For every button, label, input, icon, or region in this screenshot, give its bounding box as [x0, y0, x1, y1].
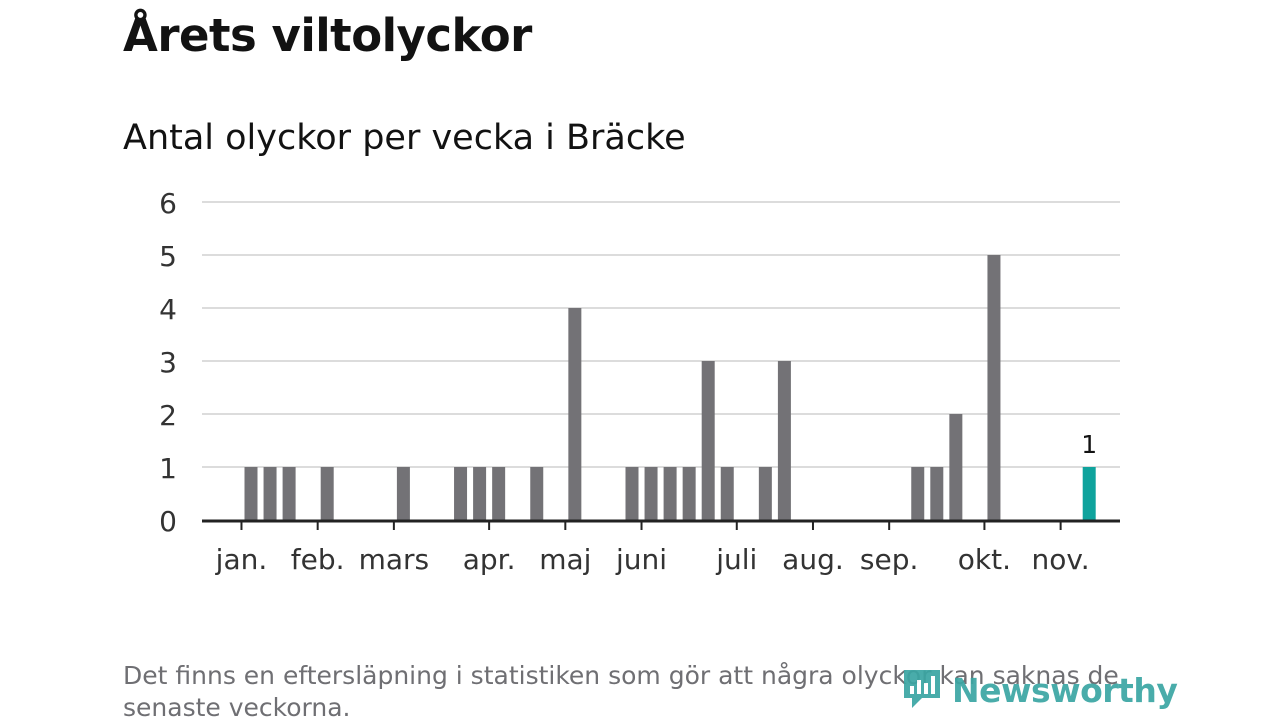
- bar: [568, 308, 582, 520]
- x-tick-label: nov.: [1032, 543, 1090, 576]
- x-tick-label: mars: [359, 543, 430, 576]
- y-tick-label: 5: [159, 240, 177, 273]
- bar: [777, 361, 791, 520]
- x-tick-label: sep.: [860, 543, 919, 576]
- bar: [949, 414, 963, 520]
- bar: [263, 467, 277, 520]
- chart-subtitle: Antal olyckor per vecka i Bräcke: [123, 118, 686, 158]
- bar: [244, 467, 258, 520]
- bar: [282, 467, 296, 520]
- bar: [701, 361, 715, 520]
- y-tick-label: 6: [159, 187, 177, 220]
- x-tick-label: juli: [715, 543, 757, 576]
- bar: [625, 467, 639, 520]
- bar: [396, 467, 410, 520]
- bar: [911, 467, 925, 520]
- bar: [930, 467, 944, 520]
- bars: 1: [244, 255, 1097, 520]
- bar: [682, 467, 696, 520]
- x-tick-label: jan.: [215, 543, 268, 576]
- bar: [758, 467, 772, 520]
- bar: [644, 467, 658, 520]
- y-tick-label: 2: [159, 399, 177, 432]
- bar: [473, 467, 487, 520]
- newsworthy-logo-icon: [900, 666, 944, 714]
- bar: [320, 467, 334, 520]
- bar: [987, 255, 1001, 520]
- logo-text: Newsworthy: [952, 670, 1178, 710]
- y-tick-label: 1: [159, 452, 177, 485]
- x-tick-label: apr.: [463, 543, 516, 576]
- y-tick-label: 4: [159, 293, 177, 326]
- gridlines: [202, 201, 1120, 468]
- y-tick-label: 3: [159, 346, 177, 379]
- newsworthy-logo: Newsworthy: [900, 666, 1178, 714]
- x-tick-label: juni: [615, 543, 667, 576]
- bar: [492, 467, 506, 520]
- x-tick-label: okt.: [958, 543, 1011, 576]
- x-tick-label: maj: [539, 543, 591, 576]
- bar-chart: 0 1 2 3 4 5 6 1 jan. feb. mars apr. maj juni juli aug…: [159, 187, 1120, 576]
- footnote: Det finns en eftersläpning i statistiken…: [123, 661, 1119, 722]
- data-label: 1: [1081, 430, 1097, 459]
- bar: [454, 467, 468, 520]
- x-tick-label: feb.: [291, 543, 345, 576]
- y-tick-label: 0: [159, 505, 177, 538]
- bar: [663, 467, 677, 520]
- x-tick-label: aug.: [782, 543, 844, 576]
- bar: [530, 467, 544, 520]
- chart-title: Årets viltolyckor: [123, 9, 532, 62]
- bar: [720, 467, 734, 520]
- y-axis-ticks: 0 1 2 3 4 5 6: [159, 187, 177, 538]
- bar-highlight: [1082, 467, 1096, 520]
- x-axis-ticks: jan. feb. mars apr. maj juni juli aug. sep. okt. n…: [215, 521, 1090, 576]
